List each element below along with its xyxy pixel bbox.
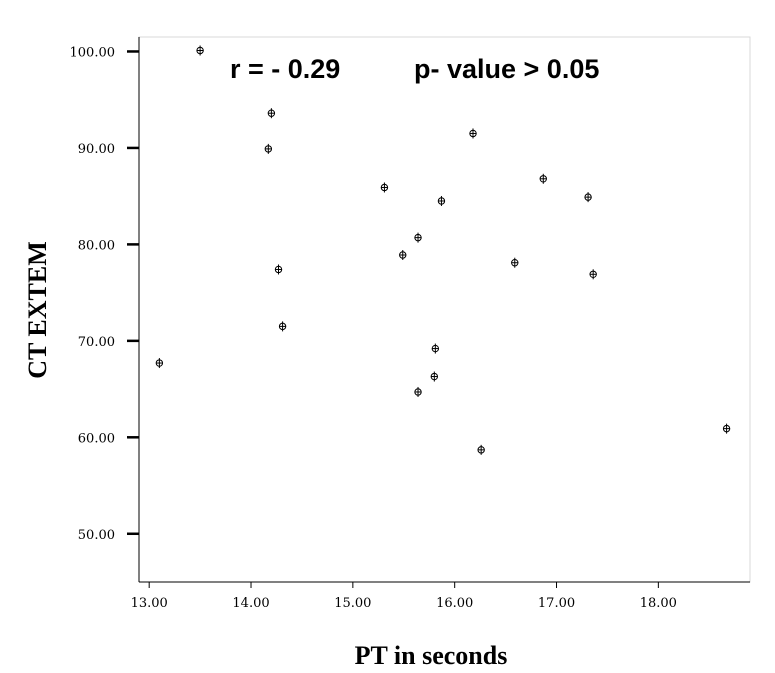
data-point	[399, 250, 407, 260]
data-point	[274, 264, 283, 275]
x-tick-label: 16.00	[436, 596, 473, 611]
data-point	[539, 173, 547, 184]
data-point	[722, 423, 731, 434]
x-tick-label: 14.00	[232, 596, 269, 611]
y-tick-label: 90.00	[78, 142, 115, 157]
y-tick-label: 70.00	[78, 335, 115, 350]
plot-area	[138, 36, 751, 583]
y-tick-label: 60.00	[78, 431, 115, 446]
x-axis-title: PT in seconds	[355, 641, 508, 670]
x-axis-ticks: 13.00 14.00 15.00 16.00 17.00 18.00	[131, 582, 677, 611]
data-point	[278, 321, 287, 332]
y-tick-label: 50.00	[78, 528, 115, 543]
data-point	[589, 269, 597, 280]
x-tick-label: 13.00	[131, 596, 168, 611]
data-points	[155, 45, 731, 455]
data-point	[431, 343, 440, 354]
data-point	[469, 128, 477, 139]
data-point	[477, 444, 485, 455]
data-point	[414, 232, 422, 243]
y-tick-label: 100.00	[70, 45, 116, 60]
y-axis-ticks: 50.00 60.00 70.00 80.00 90.00 100.00	[70, 45, 139, 543]
correlation-annotation: r = - 0.29	[230, 54, 340, 84]
data-point	[380, 182, 389, 193]
data-point	[414, 386, 422, 397]
data-point	[430, 371, 439, 382]
data-point	[267, 108, 276, 119]
data-point	[264, 143, 273, 154]
data-point	[584, 192, 592, 203]
y-axis-title: CT EXTEM	[23, 241, 52, 379]
y-tick-label: 80.00	[78, 238, 115, 253]
x-tick-label: 15.00	[334, 596, 371, 611]
x-tick-label: 17.00	[538, 596, 575, 611]
p-value-annotation: p- value > 0.05	[414, 54, 599, 84]
data-point	[155, 358, 164, 369]
x-tick-label: 18.00	[640, 596, 677, 611]
data-point	[437, 195, 446, 206]
data-point	[196, 45, 204, 56]
data-point	[511, 257, 519, 268]
